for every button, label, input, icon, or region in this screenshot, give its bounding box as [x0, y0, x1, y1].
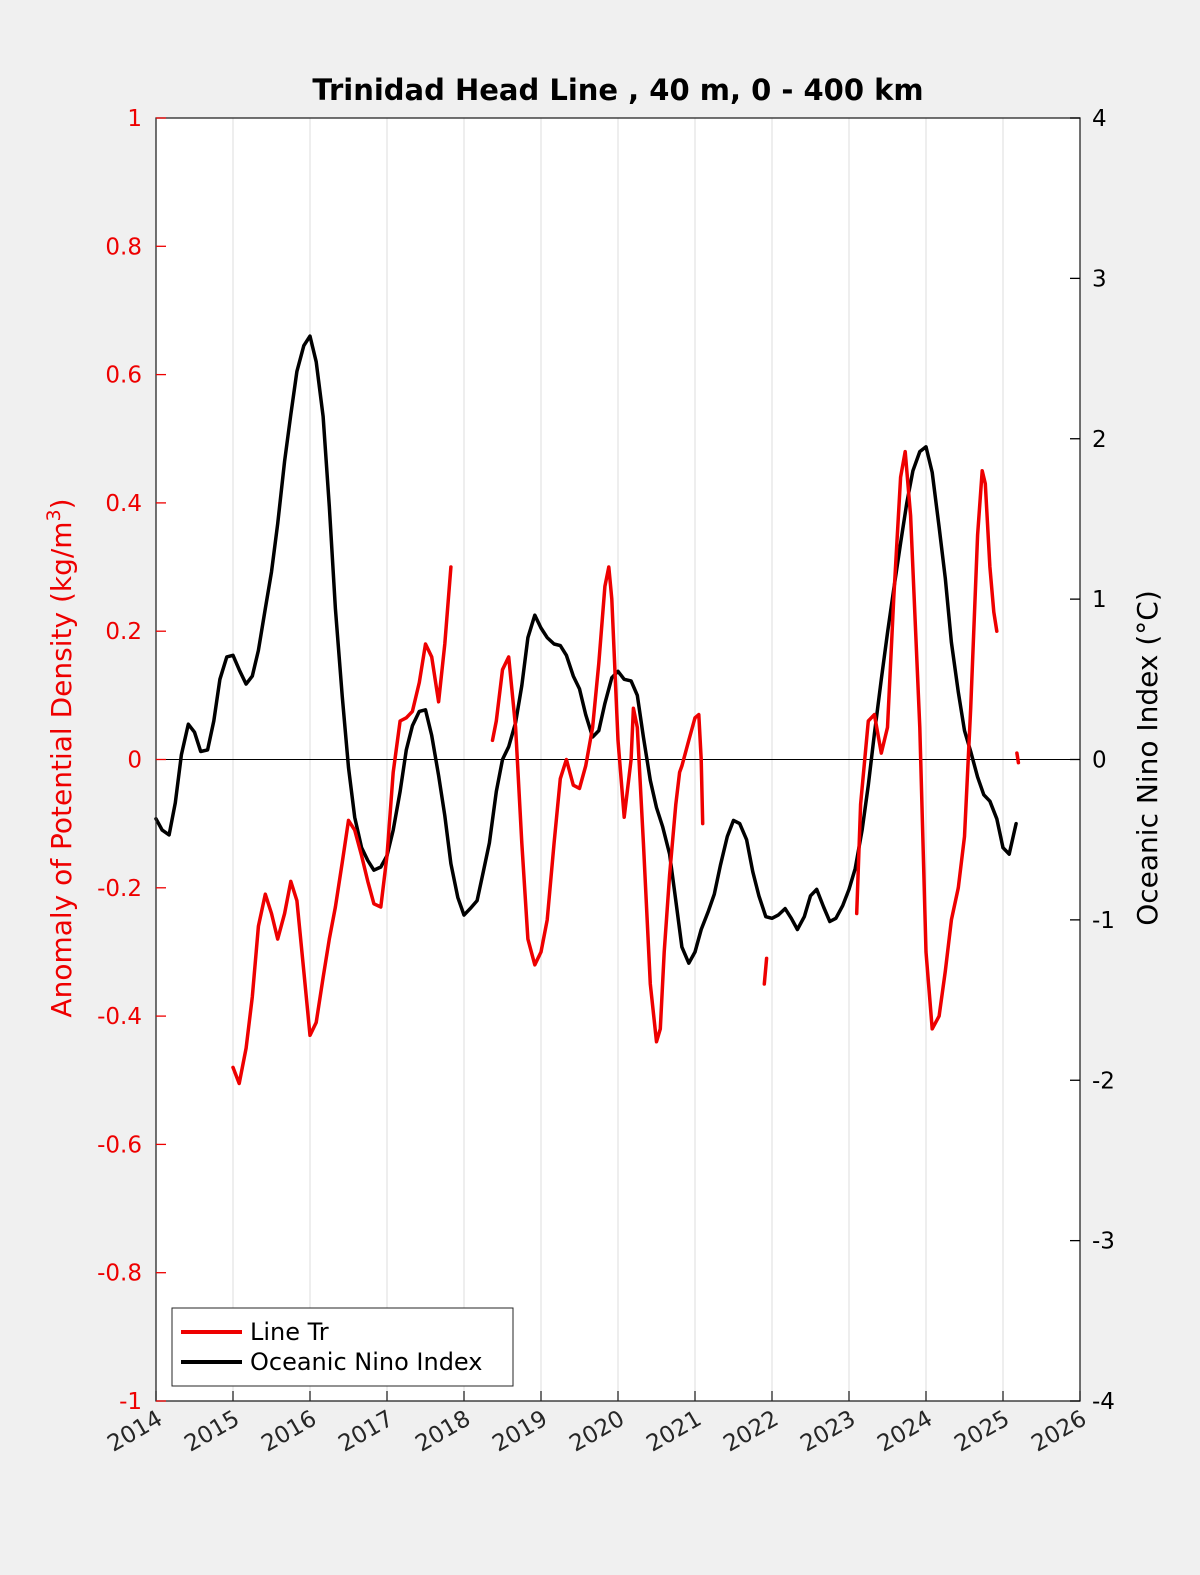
- y-left-tick-label: 0.8: [105, 234, 142, 260]
- y-left-tick-label: 0: [127, 748, 142, 774]
- y-left-tick-label: 0.6: [105, 363, 142, 389]
- y-left-axis-label-sup: 3: [43, 509, 65, 521]
- x-tick-label: 2017: [334, 1406, 398, 1458]
- series-line-oceanic-nino-index: [154, 334, 1018, 965]
- y-right-tick-label: 3: [1092, 266, 1107, 292]
- series-line-tr-segment: [231, 565, 453, 1086]
- x-tick-label: 2022: [719, 1406, 783, 1458]
- y-left-axis-label: Anomaly of Potential Density (kg/m3): [43, 498, 78, 1017]
- y-right-tick-label: -1: [1092, 908, 1115, 934]
- x-tick-label: 2023: [796, 1406, 860, 1458]
- y-right-axis-label: Oceanic Nino Index (°C): [1131, 590, 1164, 926]
- x-tick-label: 2020: [565, 1406, 629, 1458]
- x-tick-label: 2025: [950, 1406, 1014, 1458]
- y-left-tick-label: -0.4: [97, 1004, 142, 1030]
- y-left-axis-label-text: Anomaly of Potential Density (kg/m: [45, 521, 78, 1017]
- y-right-tick-label: -3: [1092, 1229, 1115, 1255]
- series-line-tr-segment: [490, 565, 705, 1044]
- legend-box: [171, 1307, 514, 1387]
- y-right-tick-label: -4: [1092, 1389, 1115, 1415]
- legend: Line Tr Oceanic Nino Index: [171, 1307, 514, 1387]
- y-right-tick-label: 0: [1092, 748, 1107, 774]
- x-tick-label: 2026: [1027, 1406, 1091, 1458]
- y-left-tick-label: 0.2: [105, 619, 142, 645]
- legend-label-line-tr: Line Tr: [250, 1318, 329, 1346]
- series-line-tr-segment: [1015, 751, 1021, 765]
- grid: [156, 118, 1080, 1401]
- chart-title: Trinidad Head Line , 40 m, 0 - 400 km: [312, 73, 923, 107]
- y-left-tick-label: -1: [119, 1389, 142, 1415]
- x-tick-label: 2019: [488, 1406, 552, 1458]
- x-tick-label: 2018: [411, 1406, 475, 1458]
- y-right-tick-label: -2: [1092, 1068, 1115, 1094]
- x-tick-label: 2021: [642, 1406, 706, 1458]
- y-right-tick-label: 4: [1092, 106, 1107, 132]
- y-left-tick-label: 1: [127, 106, 142, 132]
- y-left-tick-label: -0.8: [97, 1261, 142, 1287]
- y-left-tick-label: -0.2: [97, 876, 142, 902]
- x-tick-label: 2016: [257, 1406, 321, 1458]
- y-right-tick-label: 1: [1092, 587, 1107, 613]
- y-left-tick-label: 0.4: [105, 491, 142, 517]
- y-left-axis-label-close: ): [45, 498, 78, 509]
- x-tick-label: 2015: [180, 1406, 244, 1458]
- series-line-tr-segment: [762, 956, 769, 986]
- y-right-tick-label: 2: [1092, 427, 1107, 453]
- y-left-tick-label: -0.6: [97, 1132, 142, 1158]
- legend-label-oni: Oceanic Nino Index: [250, 1348, 482, 1376]
- series-layer: [154, 334, 1021, 1086]
- x-tick-label: 2024: [873, 1406, 937, 1458]
- series-line-tr-segment: [854, 449, 999, 1031]
